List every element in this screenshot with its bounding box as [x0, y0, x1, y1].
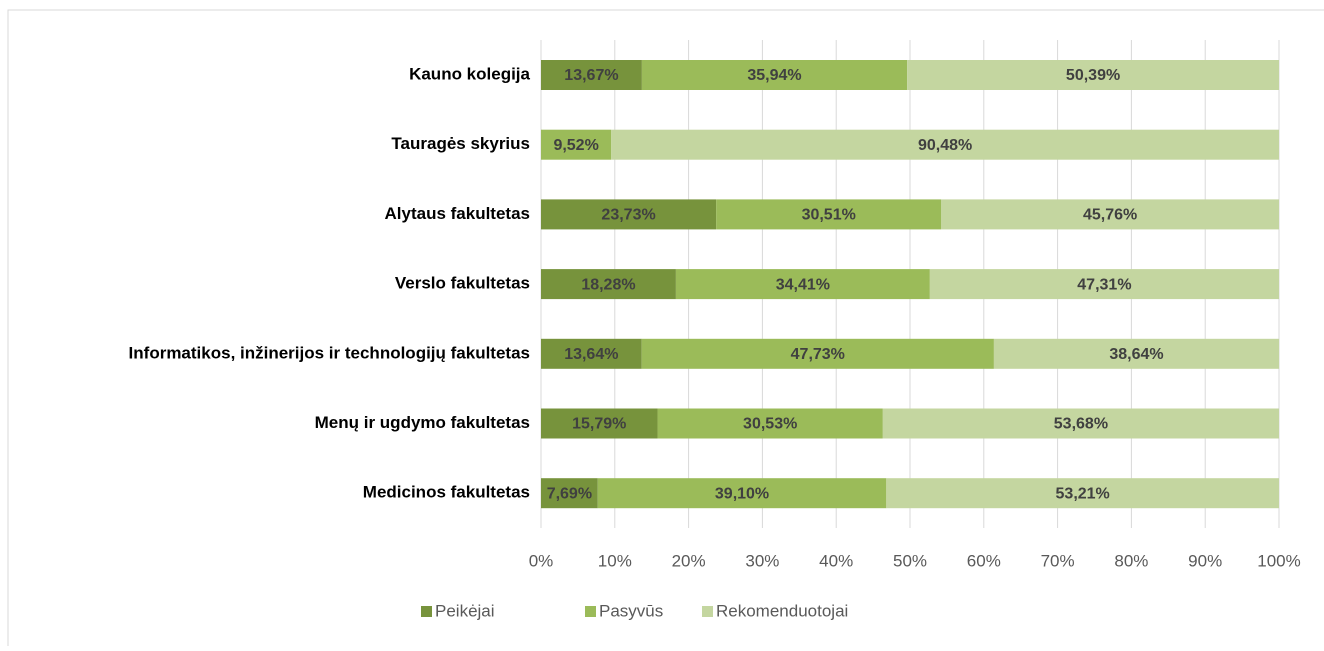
category-label: Verslo fakultetas — [395, 274, 530, 293]
data-label: 15,79% — [572, 416, 626, 433]
x-tick-label: 70% — [1041, 551, 1075, 570]
bar-segment — [541, 269, 676, 300]
legend-swatch — [421, 606, 432, 617]
data-label: 30,51% — [802, 207, 856, 224]
bar-segment — [675, 269, 930, 300]
bar-segment — [641, 338, 994, 369]
bar-segment — [541, 129, 612, 160]
category-label: Informatikos, inžinerijos ir technologij… — [129, 343, 530, 362]
bar-segment — [597, 478, 887, 509]
legend-swatch — [585, 606, 596, 617]
data-label: 7,69% — [547, 485, 592, 502]
category-label: Medicinos fakultetas — [363, 483, 530, 502]
data-label: 9,52% — [553, 137, 598, 154]
data-label: 18,28% — [581, 276, 635, 293]
data-label: 53,68% — [1054, 416, 1108, 433]
data-label: 38,64% — [1109, 346, 1163, 363]
data-label: 90,48% — [918, 137, 972, 154]
legend-label: Peikėjai — [435, 601, 495, 620]
bar-segment — [541, 408, 658, 439]
bar-segment — [716, 199, 942, 230]
data-label: 30,53% — [743, 416, 797, 433]
data-label: 47,31% — [1077, 276, 1131, 293]
bar-segment — [886, 478, 1279, 509]
category-label: Menų ir ugdymo fakultetas — [315, 413, 530, 432]
data-label: 34,41% — [776, 276, 830, 293]
data-label: 45,76% — [1083, 207, 1137, 224]
x-tick-label: 10% — [598, 551, 632, 570]
data-label: 13,67% — [564, 67, 618, 84]
data-label: 23,73% — [601, 207, 655, 224]
x-tick-label: 0% — [529, 551, 554, 570]
x-tick-label: 30% — [745, 551, 779, 570]
x-tick-label: 100% — [1257, 551, 1300, 570]
x-tick-label: 80% — [1114, 551, 1148, 570]
bar-segment — [611, 129, 1279, 160]
bar-segment — [882, 408, 1279, 439]
bar-segment — [907, 60, 1279, 90]
legend-label: Rekomenduotojai — [716, 601, 848, 620]
data-label: 47,73% — [791, 346, 845, 363]
x-tick-label: 40% — [819, 551, 853, 570]
chart-border — [7, 9, 1324, 651]
category-label: Tauragės skyrius — [391, 134, 530, 153]
x-tick-label: 20% — [672, 551, 706, 570]
data-label: 53,21% — [1056, 485, 1110, 502]
data-label: 39,10% — [715, 485, 769, 502]
bar-segment — [929, 269, 1279, 300]
legend-swatch — [702, 606, 713, 617]
data-label: 35,94% — [747, 67, 801, 84]
bar-segment — [541, 478, 598, 509]
bar-segment — [941, 199, 1279, 230]
category-label: Alytaus fakultetas — [385, 204, 531, 223]
bar-segment — [541, 199, 717, 230]
bar-segment — [541, 338, 642, 369]
category-label: Kauno kolegija — [409, 64, 530, 83]
bar-segment — [541, 60, 642, 90]
x-tick-label: 50% — [893, 551, 927, 570]
data-label: 50,39% — [1066, 67, 1120, 84]
bar-segment — [993, 338, 1280, 369]
bar-segment — [657, 408, 883, 439]
x-tick-label: 60% — [967, 551, 1001, 570]
data-label: 13,64% — [564, 346, 618, 363]
bar-segment — [641, 60, 908, 90]
legend-label: Pasyvūs — [599, 601, 663, 620]
x-tick-label: 90% — [1188, 551, 1222, 570]
